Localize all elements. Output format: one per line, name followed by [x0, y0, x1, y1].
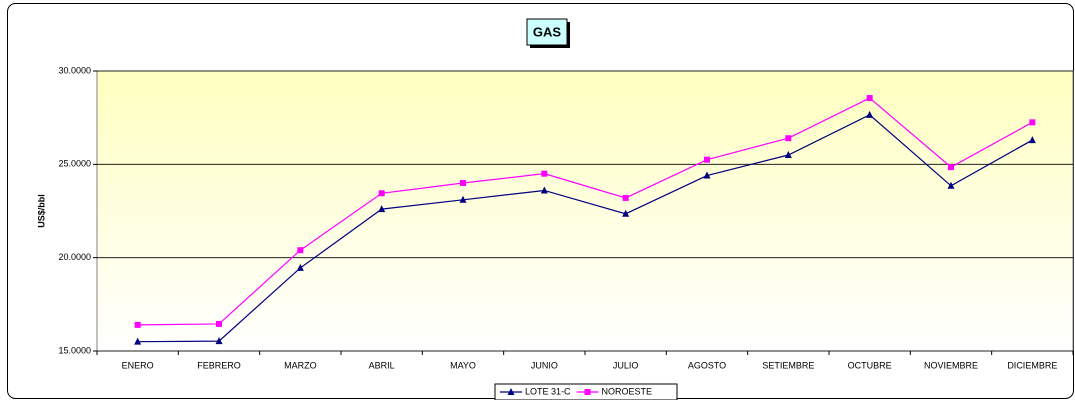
data-point	[378, 190, 385, 197]
x-tick-label: AGOSTO	[688, 360, 726, 370]
data-point	[215, 337, 223, 345]
data-point	[866, 95, 873, 102]
y-tick-label: 20.0000	[58, 252, 91, 262]
x-tick-label: DICIEMBRE	[1007, 360, 1057, 370]
data-point	[947, 181, 955, 189]
data-point	[622, 194, 629, 201]
y-tick-label: 25.0000	[58, 159, 91, 169]
data-point	[1029, 119, 1036, 126]
legend-marker	[584, 389, 591, 395]
x-tick-label: MARZO	[284, 360, 317, 370]
data-point	[622, 209, 630, 217]
plot-area	[96, 70, 1074, 352]
data-point	[460, 180, 466, 186]
chart-title: GAS	[533, 24, 562, 39]
x-tick-label: JULIO	[613, 360, 639, 370]
x-tick-label: OCTUBRE	[848, 360, 892, 370]
x-tick-label: ABRIL	[369, 360, 395, 370]
data-point	[948, 164, 954, 171]
data-point	[1028, 136, 1036, 144]
x-tick-label: NOVIEMBRE	[924, 360, 978, 370]
legend-marker	[507, 388, 515, 395]
y-axis-label: US$/bbl	[36, 194, 46, 228]
data-point	[703, 171, 711, 179]
data-point	[134, 321, 141, 328]
data-point	[785, 135, 792, 142]
data-point	[134, 337, 142, 345]
data-point	[541, 170, 548, 177]
legend-label: LOTE 31-C	[525, 386, 571, 396]
data-point	[866, 110, 874, 118]
data-point	[459, 195, 467, 203]
data-point	[296, 263, 304, 271]
x-tick-label: JUNIO	[531, 360, 558, 370]
data-point	[784, 151, 792, 158]
data-point	[216, 320, 222, 327]
x-tick-label: SETIEMBRE	[762, 360, 814, 370]
x-tick-label: FEBRERO	[197, 360, 241, 370]
title-box	[526, 18, 568, 46]
y-tick-label: 30.0000	[58, 65, 91, 75]
data-point	[704, 156, 710, 163]
y-tick-label: 15.0000	[58, 345, 91, 355]
legend-label: NOROESTE	[602, 386, 653, 396]
series-line	[137, 97, 1033, 326]
series-line	[137, 114, 1033, 343]
data-point	[378, 205, 386, 213]
data-point	[540, 186, 548, 194]
x-tick-label: MAYO	[450, 360, 476, 370]
data-point	[297, 247, 304, 254]
x-tick-label: ENERO	[122, 360, 154, 370]
